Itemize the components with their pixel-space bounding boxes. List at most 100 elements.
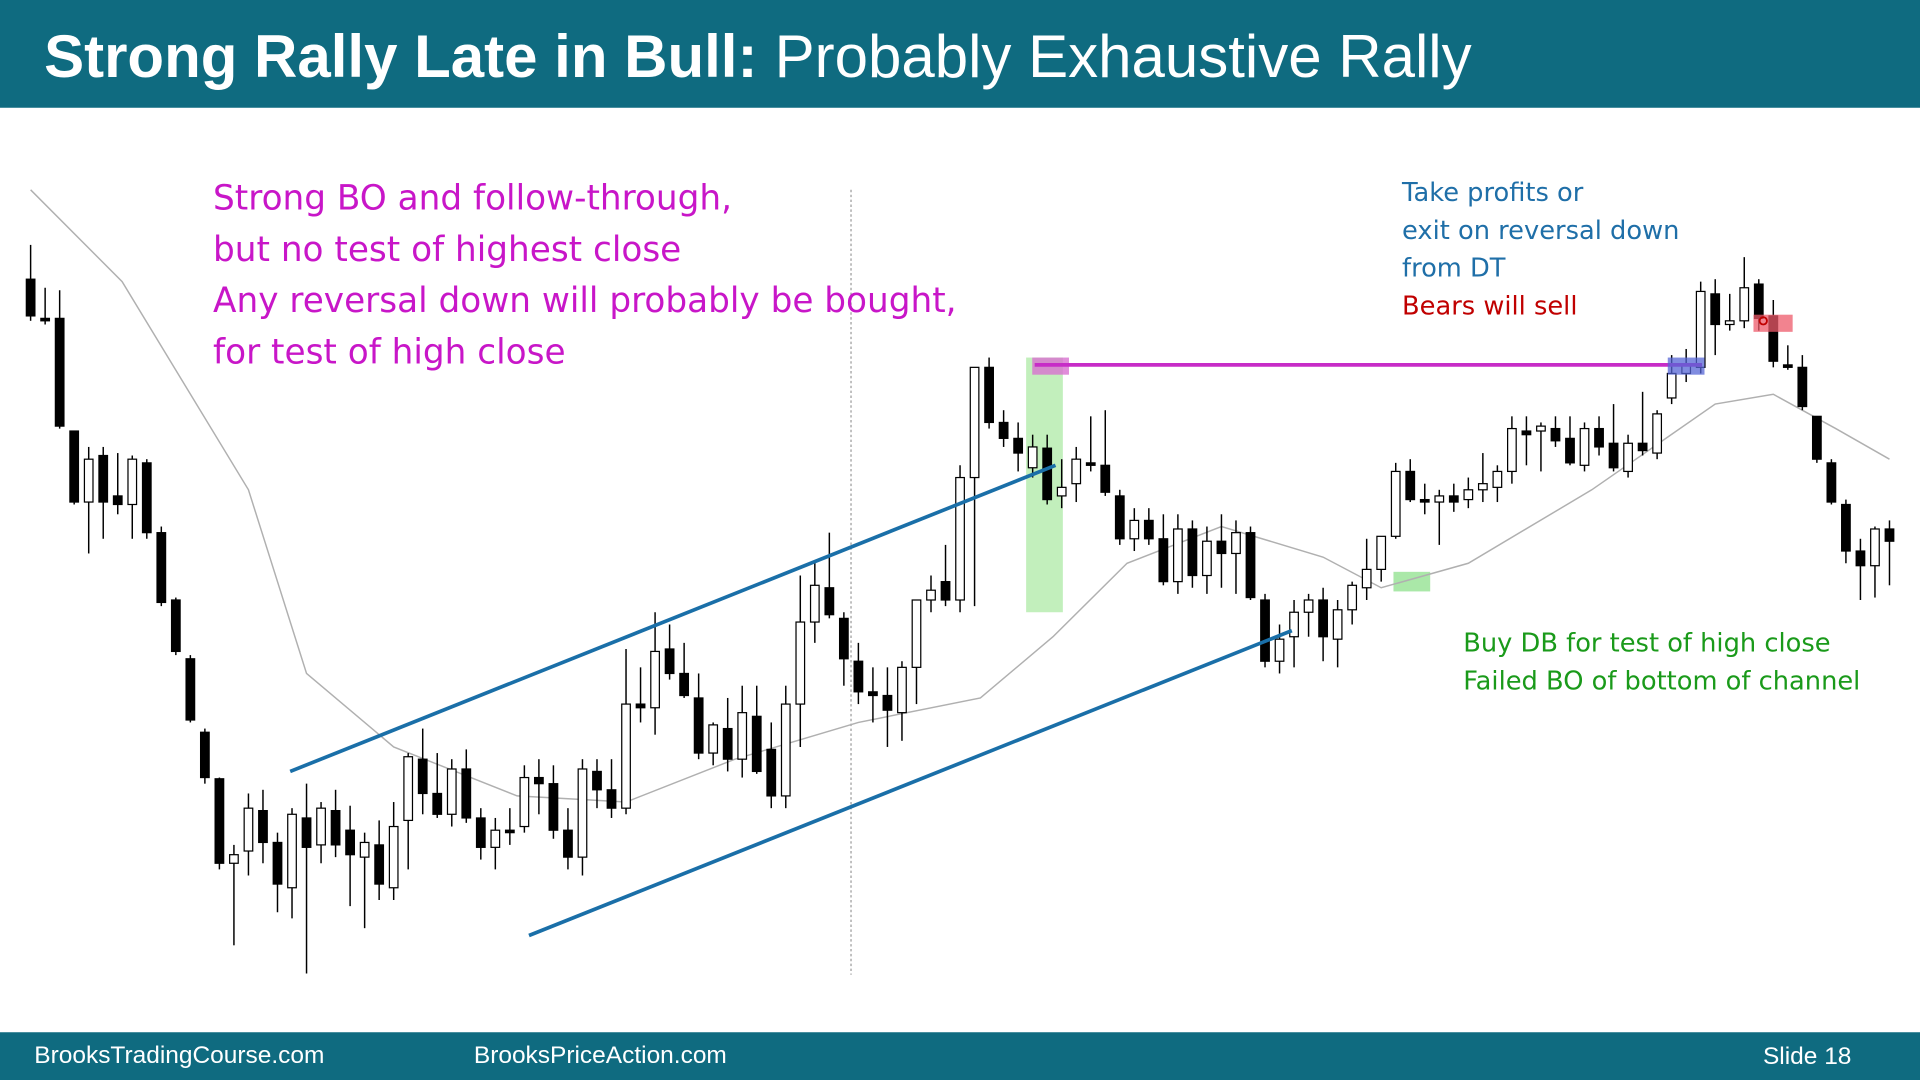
moving-average — [30, 189, 1890, 803]
bull-candle-body — [969, 366, 980, 479]
bear-candle-body — [54, 317, 65, 427]
bear-candle-body — [25, 278, 36, 317]
channel-bottom — [528, 628, 1293, 938]
bull-candle-body — [287, 813, 297, 889]
bear-candle-body — [1216, 540, 1227, 555]
bear-candle-body — [1448, 495, 1459, 503]
bear-candle-body — [170, 599, 181, 653]
footer-left: BrooksTradingCourse.com — [34, 1042, 324, 1069]
bear-candle-body — [1521, 430, 1532, 436]
bull-candle-body — [897, 666, 907, 714]
bear-candle-body — [1260, 599, 1270, 662]
bear-candle-body — [199, 731, 210, 779]
bear-candle-body — [345, 829, 356, 856]
bear-candle-body — [1710, 293, 1721, 326]
bull-candle-body — [1724, 320, 1735, 326]
bear-candle-body — [882, 694, 893, 711]
bear-candle-body — [838, 617, 849, 660]
bull-candle-body — [1870, 528, 1880, 567]
bull-candle-body — [243, 807, 254, 852]
bear-candle-body — [1042, 447, 1053, 501]
bull-candle-body — [795, 621, 806, 705]
bear-candle-body — [824, 587, 835, 616]
bear-candle-body — [40, 317, 51, 322]
bear-candle-body — [1782, 364, 1793, 368]
bull-candle-body — [1172, 528, 1183, 583]
bear-candle-body — [592, 770, 602, 791]
bull-candle-body — [359, 841, 370, 858]
bull-candle-body — [955, 476, 965, 601]
bear-candle-body — [272, 841, 283, 885]
bear-candle-body — [940, 581, 951, 601]
bull-candle-body — [621, 703, 631, 809]
note-line: Failed BO of bottom of channel — [1463, 666, 1860, 696]
bear-candle-body — [635, 703, 646, 709]
bull-candle-body — [1056, 486, 1067, 497]
bear-candle-body — [214, 778, 225, 864]
bull-candle-body — [1202, 540, 1212, 577]
bull-candle-body — [1463, 489, 1474, 501]
bull-candle-body — [1071, 458, 1082, 485]
bear-candle-body — [1405, 470, 1416, 501]
bull-candle-body — [127, 458, 138, 506]
bear-candle-body — [1826, 462, 1837, 503]
bull-candle-body — [1361, 568, 1372, 589]
bull-candle-body — [1477, 483, 1488, 491]
footer-bar — [0, 1032, 1920, 1080]
note-line: Any reversal down will probably be bough… — [213, 281, 956, 321]
bear-candle-body — [679, 672, 690, 697]
bear-candle-body — [1114, 495, 1125, 540]
bear-candle-body — [1797, 366, 1808, 408]
title-bold: Strong Rally Late in Bull: — [44, 23, 757, 90]
bull-candle-body — [1434, 495, 1445, 503]
sell-point — [1758, 316, 1768, 326]
sell-marker — [1753, 314, 1793, 332]
bear-candle-body — [722, 727, 733, 760]
bear-candle-body — [461, 768, 472, 819]
bull-candle-body — [1332, 609, 1343, 640]
bull-candle-body — [316, 807, 326, 846]
candles — [25, 244, 1895, 974]
red-note: Bears will sell — [1402, 292, 1577, 322]
bull-candle-body — [1492, 470, 1503, 488]
bear-candle-body — [1550, 427, 1561, 442]
bull-candle-body — [1027, 446, 1038, 469]
bull-candle-body — [1347, 584, 1358, 611]
bull-candle-body — [1695, 290, 1706, 368]
bull-candle-body — [926, 589, 936, 601]
bear-candle-body — [853, 660, 864, 693]
slide-number: Slide 18 — [1763, 1043, 1851, 1070]
title: Strong Rally Late in Bull: Probably Exhau… — [44, 23, 1472, 90]
bull-candle-body — [1129, 519, 1140, 540]
bull-candle-body — [1666, 372, 1677, 399]
bull-candle-body — [809, 584, 820, 623]
bear-candle-body — [548, 783, 559, 831]
bear-candle-body — [1594, 427, 1604, 448]
bull-candle-body — [911, 599, 922, 668]
bear-candle-body — [1565, 437, 1575, 464]
bear-candle-body — [984, 366, 994, 424]
bear-candle-body — [1637, 442, 1648, 452]
bear-candle-body — [1158, 538, 1169, 583]
bull-candle-body — [1739, 287, 1750, 322]
bull-candle-body — [1274, 638, 1285, 662]
header-bar — [0, 0, 1920, 108]
bear-candle-body — [1187, 528, 1198, 577]
bear-candle-body — [1753, 283, 1764, 319]
bear-candle-body — [1318, 599, 1329, 638]
bull-candle-body — [83, 458, 94, 503]
bull-candle-body — [577, 768, 588, 858]
bear-candle-body — [417, 758, 428, 795]
footer-middle: BrooksPriceAction.com — [474, 1042, 727, 1069]
bear-candle-body — [330, 810, 341, 846]
bear-candle-body — [563, 829, 573, 858]
bear-candle-body — [693, 697, 704, 754]
bear-candle-body — [1608, 442, 1619, 469]
bear-candle-body — [1884, 528, 1895, 542]
magenta-note: Strong BO and follow-through, but no tes… — [213, 178, 956, 372]
bear-candle-body — [1811, 415, 1822, 460]
bull-candle-body — [388, 825, 399, 889]
blue-note: Take profits or exit on reversal down fr… — [1401, 178, 1679, 284]
note-line: for test of high close — [213, 333, 565, 373]
